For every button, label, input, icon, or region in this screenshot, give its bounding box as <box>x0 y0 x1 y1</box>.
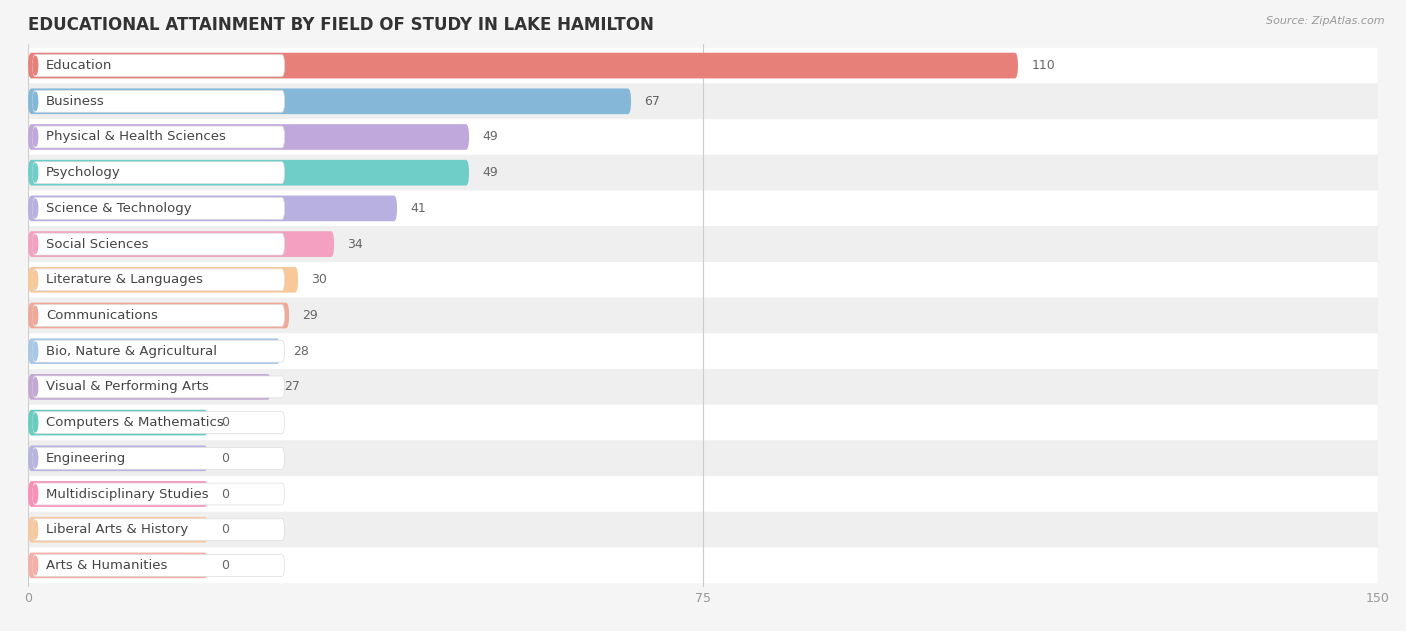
FancyBboxPatch shape <box>28 512 1378 548</box>
Text: 28: 28 <box>294 345 309 358</box>
FancyBboxPatch shape <box>28 160 470 186</box>
Text: Visual & Performing Arts: Visual & Performing Arts <box>46 380 209 393</box>
FancyBboxPatch shape <box>32 198 284 220</box>
Text: 27: 27 <box>284 380 301 393</box>
FancyBboxPatch shape <box>32 55 284 76</box>
FancyBboxPatch shape <box>28 476 1378 512</box>
Circle shape <box>32 413 38 432</box>
Text: Engineering: Engineering <box>46 452 127 465</box>
FancyBboxPatch shape <box>28 227 1378 262</box>
Text: Arts & Humanities: Arts & Humanities <box>46 559 167 572</box>
Text: Psychology: Psychology <box>46 166 121 179</box>
FancyBboxPatch shape <box>28 88 631 114</box>
Text: 49: 49 <box>482 166 498 179</box>
Circle shape <box>32 199 38 218</box>
Text: Bio, Nature & Agricultural: Bio, Nature & Agricultural <box>46 345 217 358</box>
Text: 0: 0 <box>222 488 229 500</box>
Text: Business: Business <box>46 95 105 108</box>
Circle shape <box>32 377 38 396</box>
FancyBboxPatch shape <box>28 369 1378 404</box>
Circle shape <box>32 449 38 468</box>
Text: 34: 34 <box>347 238 363 251</box>
FancyBboxPatch shape <box>28 124 470 150</box>
FancyBboxPatch shape <box>32 269 284 291</box>
FancyBboxPatch shape <box>32 519 284 541</box>
FancyBboxPatch shape <box>32 162 284 184</box>
FancyBboxPatch shape <box>28 298 1378 333</box>
FancyBboxPatch shape <box>28 262 1378 298</box>
Text: Physical & Health Sciences: Physical & Health Sciences <box>46 131 226 143</box>
Circle shape <box>32 521 38 539</box>
Circle shape <box>32 485 38 504</box>
Text: 110: 110 <box>1032 59 1054 72</box>
FancyBboxPatch shape <box>28 303 290 328</box>
FancyBboxPatch shape <box>28 440 1378 476</box>
FancyBboxPatch shape <box>32 483 284 505</box>
Text: Source: ZipAtlas.com: Source: ZipAtlas.com <box>1267 16 1385 26</box>
FancyBboxPatch shape <box>28 410 208 435</box>
Circle shape <box>32 306 38 325</box>
Text: 0: 0 <box>222 452 229 465</box>
Text: 67: 67 <box>644 95 661 108</box>
FancyBboxPatch shape <box>28 53 1018 78</box>
Text: Computers & Mathematics: Computers & Mathematics <box>46 416 224 429</box>
FancyBboxPatch shape <box>32 305 284 326</box>
Text: 41: 41 <box>411 202 426 215</box>
Circle shape <box>32 342 38 360</box>
FancyBboxPatch shape <box>28 374 271 400</box>
Text: 0: 0 <box>222 523 229 536</box>
FancyBboxPatch shape <box>28 83 1378 119</box>
FancyBboxPatch shape <box>28 548 1378 583</box>
FancyBboxPatch shape <box>28 333 1378 369</box>
FancyBboxPatch shape <box>32 447 284 469</box>
Text: Communications: Communications <box>46 309 157 322</box>
FancyBboxPatch shape <box>28 267 298 293</box>
FancyBboxPatch shape <box>28 196 396 221</box>
FancyBboxPatch shape <box>32 411 284 433</box>
FancyBboxPatch shape <box>32 376 284 398</box>
FancyBboxPatch shape <box>32 340 284 362</box>
FancyBboxPatch shape <box>28 481 208 507</box>
FancyBboxPatch shape <box>32 90 284 112</box>
Text: 30: 30 <box>312 273 328 286</box>
Text: 49: 49 <box>482 131 498 143</box>
FancyBboxPatch shape <box>28 119 1378 155</box>
Text: Liberal Arts & History: Liberal Arts & History <box>46 523 188 536</box>
Text: Social Sciences: Social Sciences <box>46 238 149 251</box>
FancyBboxPatch shape <box>32 233 284 255</box>
FancyBboxPatch shape <box>28 338 280 364</box>
Circle shape <box>32 92 38 110</box>
Text: Science & Technology: Science & Technology <box>46 202 191 215</box>
Text: 0: 0 <box>222 559 229 572</box>
Circle shape <box>32 235 38 254</box>
FancyBboxPatch shape <box>28 517 208 543</box>
Text: Education: Education <box>46 59 112 72</box>
FancyBboxPatch shape <box>28 445 208 471</box>
FancyBboxPatch shape <box>28 48 1378 83</box>
FancyBboxPatch shape <box>28 155 1378 191</box>
FancyBboxPatch shape <box>28 404 1378 440</box>
Text: EDUCATIONAL ATTAINMENT BY FIELD OF STUDY IN LAKE HAMILTON: EDUCATIONAL ATTAINMENT BY FIELD OF STUDY… <box>28 16 654 34</box>
Text: 0: 0 <box>222 416 229 429</box>
FancyBboxPatch shape <box>32 555 284 576</box>
FancyBboxPatch shape <box>32 126 284 148</box>
FancyBboxPatch shape <box>28 191 1378 227</box>
Circle shape <box>32 163 38 182</box>
Circle shape <box>32 56 38 75</box>
Text: 29: 29 <box>302 309 318 322</box>
Circle shape <box>32 556 38 575</box>
Circle shape <box>32 127 38 146</box>
FancyBboxPatch shape <box>28 553 208 578</box>
FancyBboxPatch shape <box>28 231 335 257</box>
Circle shape <box>32 271 38 289</box>
Text: Literature & Languages: Literature & Languages <box>46 273 202 286</box>
Text: Multidisciplinary Studies: Multidisciplinary Studies <box>46 488 209 500</box>
